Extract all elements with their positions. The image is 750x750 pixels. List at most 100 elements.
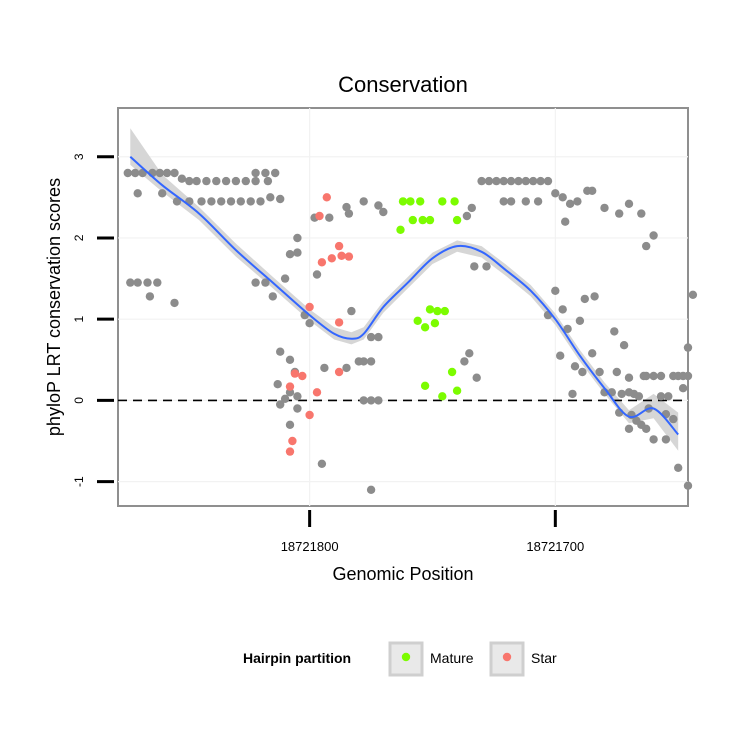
data-point-other bbox=[241, 176, 250, 186]
smooth-curve bbox=[129, 155, 679, 436]
data-point-star bbox=[327, 254, 336, 263]
data-point-other bbox=[312, 270, 322, 279]
points-mature bbox=[396, 197, 462, 401]
data-point-other bbox=[462, 211, 472, 221]
data-point-other bbox=[561, 217, 570, 226]
data-point-other bbox=[624, 199, 634, 208]
points-other bbox=[123, 168, 698, 494]
data-point-other bbox=[678, 384, 688, 393]
data-point-other bbox=[482, 262, 491, 271]
data-point-other bbox=[320, 363, 329, 373]
data-point-other bbox=[207, 197, 216, 206]
data-point-other bbox=[133, 189, 142, 198]
data-point-other bbox=[236, 197, 245, 206]
legend-title: Hairpin partition bbox=[243, 650, 351, 666]
data-point-other bbox=[143, 278, 152, 287]
chart-title: Conservation bbox=[338, 72, 468, 97]
data-point-other bbox=[536, 176, 545, 186]
data-point-mature bbox=[425, 305, 435, 314]
data-point-other bbox=[634, 392, 644, 401]
data-point-mature bbox=[425, 215, 435, 225]
data-point-star bbox=[305, 302, 314, 312]
data-point-other bbox=[683, 343, 693, 352]
data-point-other bbox=[565, 199, 575, 208]
data-point-star bbox=[334, 367, 344, 377]
data-point-other bbox=[551, 189, 560, 198]
data-point-other bbox=[153, 278, 162, 287]
data-point-other bbox=[637, 209, 646, 218]
data-point-star bbox=[334, 318, 344, 327]
data-point-other bbox=[472, 373, 481, 382]
data-point-other bbox=[231, 176, 241, 186]
data-point-other bbox=[379, 207, 388, 217]
data-point-other bbox=[688, 290, 698, 299]
data-point-other bbox=[642, 241, 651, 251]
data-point-other bbox=[575, 316, 585, 325]
data-point-other bbox=[588, 186, 597, 195]
data-point-mature bbox=[440, 306, 449, 316]
data-point-other bbox=[212, 176, 221, 186]
data-point-other bbox=[263, 176, 273, 186]
data-point-star bbox=[317, 258, 327, 267]
data-point-other bbox=[683, 371, 693, 381]
data-point-other bbox=[359, 357, 368, 366]
data-point-other bbox=[624, 373, 634, 382]
data-point-other bbox=[280, 274, 290, 283]
data-point-star bbox=[288, 436, 297, 446]
data-point-mature bbox=[406, 197, 415, 206]
data-point-other bbox=[158, 189, 167, 198]
data-point-other bbox=[226, 197, 236, 206]
data-point-mature bbox=[398, 197, 408, 206]
data-point-other bbox=[280, 394, 290, 403]
data-point-mature bbox=[413, 316, 422, 325]
data-point-other bbox=[197, 197, 206, 206]
legend-swatch-mature bbox=[401, 652, 411, 662]
y-tick-label: 0 bbox=[72, 397, 86, 404]
legend: Hairpin partition Mature Star bbox=[243, 641, 557, 677]
data-point-other bbox=[556, 351, 565, 360]
data-point-other bbox=[344, 209, 354, 218]
data-point-other bbox=[305, 319, 314, 328]
axes: -1 0 1 2 3 18721800 18721700 bbox=[72, 153, 584, 554]
data-point-other bbox=[271, 168, 280, 178]
data-point-other bbox=[563, 324, 572, 334]
data-point-other bbox=[610, 327, 619, 336]
legend-label-star: Star bbox=[531, 650, 557, 666]
data-point-other bbox=[506, 176, 516, 186]
data-point-other bbox=[600, 203, 609, 213]
data-point-other bbox=[649, 371, 658, 381]
data-point-mature bbox=[408, 215, 417, 225]
data-point-other bbox=[359, 197, 368, 206]
data-point-star bbox=[298, 371, 307, 381]
data-point-other bbox=[624, 424, 634, 433]
data-point-mature bbox=[420, 323, 430, 332]
data-point-other bbox=[325, 213, 334, 222]
data-point-mature bbox=[418, 215, 427, 225]
data-point-other bbox=[170, 168, 179, 178]
data-point-star bbox=[285, 382, 295, 391]
data-point-other bbox=[185, 176, 194, 186]
y-tick-label: 3 bbox=[72, 153, 86, 160]
points-star bbox=[285, 193, 354, 456]
data-point-other bbox=[649, 435, 658, 444]
x-tick-label: 18721800 bbox=[281, 539, 339, 554]
data-point-other bbox=[131, 168, 140, 178]
data-point-other bbox=[276, 347, 285, 356]
data-point-other bbox=[664, 392, 673, 401]
data-point-other bbox=[467, 203, 476, 213]
data-point-other bbox=[347, 306, 356, 316]
data-point-other bbox=[617, 389, 626, 399]
data-point-other bbox=[366, 485, 376, 494]
data-point-other bbox=[568, 389, 577, 399]
loess-curve bbox=[129, 155, 679, 436]
data-point-star bbox=[344, 252, 354, 261]
data-point-other bbox=[642, 371, 651, 381]
data-point-other bbox=[273, 380, 282, 389]
data-point-other bbox=[285, 420, 295, 429]
data-point-other bbox=[521, 197, 530, 206]
data-point-other bbox=[276, 400, 285, 409]
legend-swatch-star bbox=[502, 652, 512, 662]
data-point-other bbox=[470, 262, 479, 271]
data-point-other bbox=[570, 362, 580, 371]
